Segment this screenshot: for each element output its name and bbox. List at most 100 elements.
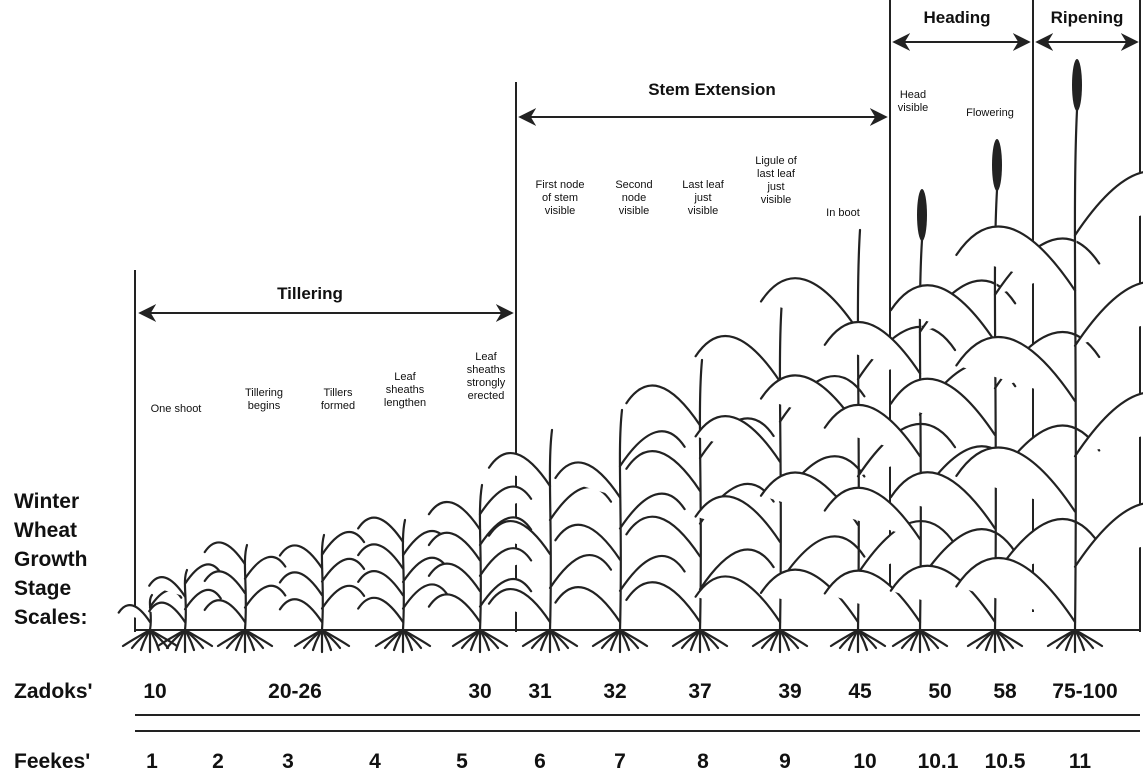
plant-leaf	[625, 384, 702, 427]
feekes-value: 10.1	[918, 750, 959, 773]
stage-description: strongly	[467, 377, 506, 389]
plant-root	[618, 628, 649, 648]
plant-leaf	[320, 557, 366, 583]
plant-leaf	[548, 485, 613, 522]
plant-leaf	[694, 495, 782, 543]
plant-leaf	[148, 576, 187, 598]
plant-leaf	[1073, 502, 1143, 568]
plant-leaf	[427, 501, 482, 531]
plant-leaf	[625, 581, 702, 624]
feekes-value: 9	[779, 750, 791, 773]
plant-leaf	[243, 584, 287, 609]
plant-leaf	[183, 563, 222, 585]
plant-leaf	[955, 557, 1077, 624]
stage-description: begins	[248, 400, 281, 412]
plant-leaf	[918, 528, 1017, 582]
plant-leaf	[148, 601, 187, 624]
feekes-value: 4	[369, 750, 381, 773]
zadoks-value: 37	[688, 680, 711, 703]
stage-description: just	[766, 181, 784, 193]
stage-description: Tillering	[245, 387, 283, 399]
plant-leaf	[487, 519, 552, 556]
plant-leaf	[183, 588, 222, 611]
zadoks-value: 75-100	[1052, 680, 1117, 703]
stage-description: lengthen	[384, 397, 426, 409]
plant-leaf	[1073, 392, 1143, 458]
plant-stem	[618, 408, 624, 632]
stage-description: Flowering	[966, 107, 1014, 119]
plant-leaf	[889, 284, 997, 343]
plant-leaf	[117, 604, 152, 624]
plant-leaf	[478, 485, 533, 516]
plant-root	[993, 628, 1024, 648]
feekes-value: 8	[697, 750, 709, 773]
stage-label: Ripening	[1051, 8, 1124, 27]
stage-arrows	[138, 33, 1139, 322]
plant-leaf	[554, 523, 622, 561]
zadoks-value: 20-26	[268, 680, 322, 703]
feekes-value: 10.5	[985, 750, 1026, 773]
plant-leaf	[625, 450, 702, 492]
plant-root	[918, 628, 949, 648]
stage-description: Last leaf	[682, 179, 725, 191]
plant-leaf	[1073, 281, 1143, 347]
stage-description: Head	[900, 89, 926, 101]
feekes-value: 11	[1069, 750, 1092, 773]
plant-leaf	[548, 553, 613, 590]
plant-leaf	[993, 517, 1101, 577]
plant-leaf	[487, 451, 552, 488]
plant-leaf	[618, 554, 686, 592]
plant-stem	[548, 428, 554, 632]
plant-stem	[320, 533, 326, 632]
plant-root	[478, 628, 509, 648]
plant-leaf	[203, 541, 247, 566]
plant-leaf	[694, 575, 782, 624]
plant-stem	[478, 483, 484, 632]
feekes-value: 5	[456, 750, 468, 773]
plant-leaf	[856, 325, 957, 381]
stage-label: Tillering	[277, 284, 343, 303]
stage-description: visible	[545, 205, 576, 217]
plants	[117, 59, 1143, 654]
scale-title: Scales:	[14, 606, 88, 629]
stage-description: formed	[321, 400, 355, 412]
stage-label: Stem Extension	[648, 80, 776, 99]
zadoks-value: 31	[528, 680, 552, 703]
stage-description: last leaf	[757, 168, 796, 180]
stage-description: Leaf	[394, 371, 416, 383]
plant-leaf	[618, 492, 686, 530]
stage-description: Second	[615, 179, 652, 191]
stage-description: visible	[898, 102, 929, 114]
zadoks-value: 10	[143, 680, 166, 703]
plant-leaf	[427, 593, 482, 624]
plant-root	[1073, 628, 1104, 648]
plant-leaf	[554, 586, 622, 624]
plant-stem	[1073, 108, 1079, 632]
plant-leaf	[823, 486, 922, 541]
plant-leaf	[320, 584, 366, 610]
stage-description: just	[693, 192, 711, 204]
plant-root	[548, 628, 579, 648]
plant-root	[243, 628, 274, 648]
plant-stem	[401, 518, 407, 632]
plant-head	[917, 189, 927, 241]
zadoks-value: 32	[603, 680, 626, 703]
zadoks-value: 39	[778, 680, 801, 703]
feekes-value: 3	[282, 750, 294, 773]
stage-description: Tillers	[324, 387, 353, 399]
stage-description: of stem	[542, 192, 578, 204]
plant-leaf	[889, 564, 997, 624]
stage-description: One shoot	[151, 403, 202, 415]
scale-title: Wheat	[14, 519, 77, 542]
plant-root	[698, 628, 729, 648]
plant-leaf	[427, 562, 482, 593]
plant-leaf	[278, 598, 324, 624]
zadoks-value: 30	[468, 680, 491, 703]
stage-description: Leaf	[475, 351, 497, 363]
plant-leaf	[759, 568, 860, 624]
plant-leaf	[203, 599, 247, 624]
stage-description: In boot	[826, 207, 860, 219]
plant-leaf	[625, 515, 702, 558]
zadoks-value: 45	[848, 680, 872, 703]
